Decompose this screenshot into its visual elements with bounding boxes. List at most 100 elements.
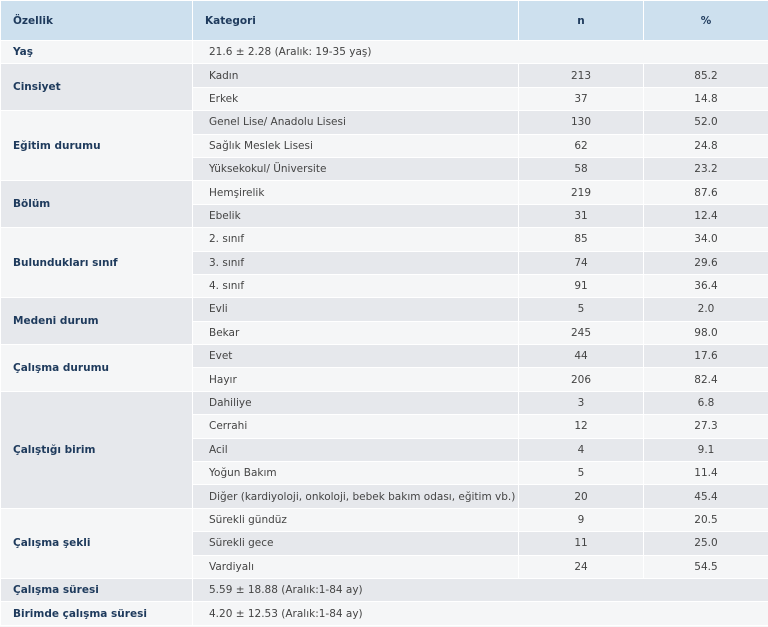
percent-cell: 9.1 (643, 437, 768, 463)
category-cell: Yüksekokul/ Üniversite (192, 156, 519, 182)
percent-cell: 34.0 (643, 227, 768, 252)
n-cell: 5 (518, 461, 644, 486)
table-row: Medeni durum Evli 5 2.0 (0, 297, 768, 346)
table-row: Cerrahi 12 27.3 (1, 414, 768, 439)
percent-cell: 17.6 (643, 344, 768, 369)
group-label: Cinsiyet (0, 63, 193, 112)
summary-cell: 5.59 ± 18.88 (Aralık:1-84 ay) (192, 577, 768, 603)
n-cell: 31 (518, 203, 644, 229)
n-cell: 11 (518, 531, 644, 556)
table-row: Çalışma şekli Sürekli gündüz 9 20.5 (0, 507, 768, 579)
n-cell: 206 (518, 367, 644, 392)
category-cell: Vardiyalı (192, 554, 519, 579)
category-cell: Kadın (192, 63, 519, 88)
table-row: Ebelik 31 12.4 (1, 203, 768, 229)
category-cell: Erkek (192, 86, 519, 112)
category-cell: Yoğun Bakım (192, 461, 519, 486)
group-label: Medeni durum (0, 297, 193, 346)
percent-cell: 20.5 (643, 507, 768, 533)
table-row: Sürekli gece 11 25.0 (1, 531, 768, 556)
category-cell: Sürekli gündüz (192, 507, 519, 533)
category-cell: Genel Lise/ Anadolu Lisesi (192, 110, 519, 135)
n-cell: 24 (518, 554, 644, 579)
table-row: Birimde çalışma süresi 4.20 ± 12.53 (Aral… (0, 601, 768, 626)
percent-cell: 36.4 (643, 273, 768, 299)
category-cell: Diğer (kardiyoloji, onkoloji, bebek bakı… (192, 484, 519, 509)
percent-cell: 52.0 (643, 110, 768, 135)
table-row: Cinsiyet Kadın 213 85.2 (0, 63, 768, 112)
category-cell: Dahiliye (192, 390, 519, 416)
group-label: Eğitim durumu (0, 110, 193, 182)
category-cell: Ebelik (192, 203, 519, 229)
header-cell: Kategori (192, 0, 519, 41)
table-row: 3. sınıf 74 29.6 (1, 250, 768, 275)
n-cell: 9 (518, 507, 644, 533)
percent-cell: 45.4 (643, 484, 768, 509)
category-cell: 2. sınıf (192, 227, 519, 252)
table-row: Yoğun Bakım 5 11.4 (1, 461, 768, 486)
table-row: Yaş 21.6 ± 2.28 (Aralık: 19-35 yaş) (0, 39, 768, 65)
header-cell: Özellik (0, 0, 193, 41)
table-row: Sağlık Meslek Lisesi 62 24.8 (1, 133, 768, 158)
table-row: Vardiyalı 24 54.5 (1, 554, 768, 579)
n-cell: 58 (518, 156, 644, 182)
table-row: Çalışma süresi 5.59 ± 18.88 (Aralık:1-84 … (0, 577, 768, 603)
category-cell: Bekar (192, 320, 519, 346)
percent-cell: 87.6 (643, 180, 768, 205)
table-row: Çalıştığı birim Dahiliye 3 6.8 (0, 390, 768, 509)
category-cell: Sürekli gece (192, 531, 519, 556)
percent-cell: 54.5 (643, 554, 768, 579)
n-cell: 85 (518, 227, 644, 252)
group-label: Çalışma şekli (0, 507, 193, 579)
n-cell: 74 (518, 250, 644, 275)
table-row: Erkek 37 14.8 (1, 86, 768, 112)
group-label: Çalışma durumu (0, 344, 193, 392)
n-cell: 130 (518, 110, 644, 135)
percent-cell: 25.0 (643, 531, 768, 556)
n-cell: 213 (518, 63, 644, 88)
table-row: Bölüm Hemşirelik 219 87.6 (0, 180, 768, 229)
group-label: Birimde çalışma süresi (0, 601, 193, 626)
percent-cell: 29.6 (643, 250, 768, 275)
table-body: Yaş 21.6 ± 2.28 (Aralık: 19-35 yaş) Cinsiy… (0, 39, 768, 626)
n-cell: 44 (518, 344, 644, 369)
summary-cell: 4.20 ± 12.53 (Aralık:1-84 ay) (192, 601, 768, 626)
percent-cell: 98.0 (643, 320, 768, 346)
n-cell: 3 (518, 390, 644, 416)
n-cell: 91 (518, 273, 644, 299)
group-label: Çalışma süresi (0, 577, 193, 603)
group-label: Yaş (0, 39, 193, 65)
percent-cell: 24.8 (643, 133, 768, 158)
header-cell: % (643, 0, 768, 41)
n-cell: 12 (518, 414, 644, 439)
table-row: Bulundukları sınıf 2. sınıf 85 34.0 (0, 227, 768, 299)
table-row: Çalışma durumu Evet 44 17.6 (0, 344, 768, 392)
n-cell: 245 (518, 320, 644, 346)
category-cell: Acil (192, 437, 519, 463)
table-row: Diğer (kardiyoloji, onkoloji, bebek bakı… (1, 484, 768, 509)
category-cell: Evli (192, 297, 519, 322)
category-cell: 3. sınıf (192, 250, 519, 275)
category-cell: Hemşirelik (192, 180, 519, 205)
category-cell: Evet (192, 344, 519, 369)
percent-cell: 2.0 (643, 297, 768, 322)
table-row: Yüksekokul/ Üniversite 58 23.2 (1, 156, 768, 182)
n-cell: 20 (518, 484, 644, 509)
n-cell: 5 (518, 297, 644, 322)
percent-cell: 23.2 (643, 156, 768, 182)
table-row: Hayır 206 82.4 (1, 367, 768, 392)
category-cell: Hayır (192, 367, 519, 392)
percent-cell: 11.4 (643, 461, 768, 486)
table-row: Eğitim durumu Genel Lise/ Anadolu Lisesi 1… (0, 110, 768, 182)
percent-cell: 14.8 (643, 86, 768, 112)
percent-cell: 6.8 (643, 390, 768, 416)
percent-cell: 27.3 (643, 414, 768, 439)
table-row: Bekar 245 98.0 (1, 320, 768, 346)
category-cell: 4. sınıf (192, 273, 519, 299)
table-row: Acil 4 9.1 (1, 437, 768, 463)
group-label: Çalıştığı birim (0, 390, 193, 509)
category-cell: Cerrahi (192, 414, 519, 439)
table-row: 4. sınıf 91 36.4 (1, 273, 768, 299)
